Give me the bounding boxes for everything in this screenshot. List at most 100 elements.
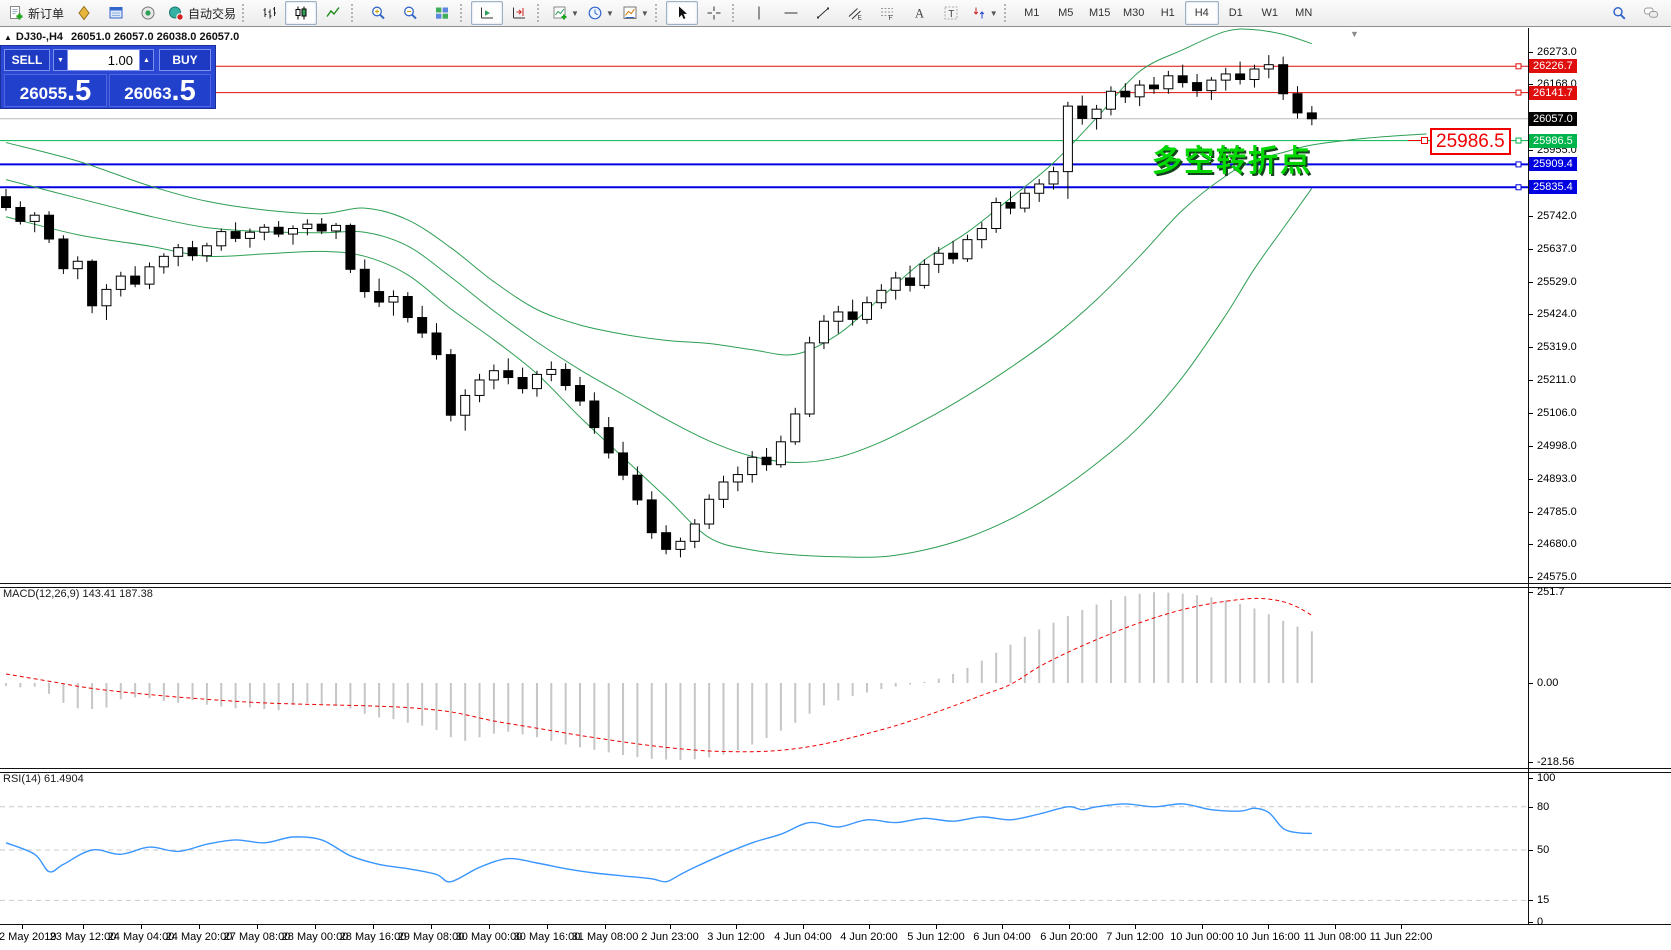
horizontal-line-button[interactable]: [775, 1, 807, 25]
templates-button[interactable]: ▼: [618, 1, 653, 25]
time-tick-label: 29 May 08:00: [397, 931, 465, 943]
turning-point-annotation[interactable]: 多空转折点: [1152, 145, 1312, 178]
autoscroll-icon: [479, 5, 495, 21]
arrows-button[interactable]: ▼: [967, 1, 1002, 25]
buy-price-main: 26063: [124, 84, 172, 103]
timeframe-h1-button[interactable]: H1: [1160, 7, 1175, 19]
buy-price[interactable]: 26063.5: [109, 74, 211, 107]
pane-divider[interactable]: [0, 768, 1671, 773]
auto-scroll-button[interactable]: [471, 1, 504, 25]
market-watch-button[interactable]: [68, 1, 100, 25]
chevron-down-icon[interactable]: ▼: [605, 8, 614, 18]
cursor-button[interactable]: [665, 1, 698, 25]
price-tick-label: 25742.0: [1537, 210, 1577, 223]
pane-divider[interactable]: [0, 583, 1671, 588]
vertical-line-button[interactable]: [743, 1, 775, 25]
timeframe-m30-button[interactable]: M30: [1123, 7, 1145, 19]
rsi-tick-label: 100: [1537, 772, 1556, 784]
navigator-button[interactable]: [132, 1, 164, 25]
auto-trading-label: 自动交易: [188, 6, 237, 21]
time-tick-label: 24 May 04:00: [107, 931, 175, 943]
time-tick-label: 4 Jun 04:00: [774, 931, 832, 943]
sell-price-main: 26055: [19, 84, 68, 103]
bar-chart-button[interactable]: [253, 1, 285, 25]
zoom-out-button[interactable]: [394, 1, 426, 25]
time-tick-label: 6 Jun 20:00: [1040, 931, 1098, 943]
rsi-tick-label: 80: [1537, 800, 1550, 813]
data-window-button[interactable]: [100, 1, 132, 25]
equidistant-channel-button[interactable]: E: [839, 1, 871, 25]
buy-button[interactable]: BUY: [159, 49, 211, 71]
sell-button[interactable]: SELL: [4, 49, 50, 71]
time-tick: [22, 925, 23, 929]
zoom-in-button[interactable]: [362, 1, 394, 25]
zoom-in-icon: [370, 5, 386, 21]
price-tick: [1528, 281, 1533, 283]
timeframe-h4-button[interactable]: H4: [1184, 1, 1219, 25]
fibonacci-button[interactable]: F: [871, 1, 903, 25]
chart-shift-marker-icon[interactable]: ▼: [1350, 29, 1359, 39]
chevron-down-icon[interactable]: ▼: [989, 8, 998, 18]
price-tick: [1528, 216, 1533, 218]
volume-input[interactable]: [68, 49, 139, 71]
collapse-arrow-icon[interactable]: ▲: [4, 32, 12, 42]
toolbar-separator: [351, 4, 360, 22]
timeframe-m5-button[interactable]: M5: [1058, 7, 1074, 19]
crosshair-icon: [706, 5, 722, 21]
chevron-down-icon[interactable]: ▼: [640, 8, 649, 18]
timeframe-m1-button[interactable]: M1: [1024, 7, 1040, 19]
timeframe-m15-button[interactable]: M15: [1089, 7, 1111, 19]
time-axis-border: [0, 924, 1671, 925]
price-badge: 25835.4: [1529, 180, 1577, 195]
timeframe-w1-button[interactable]: W1: [1261, 7, 1278, 19]
chat-icon: [1643, 5, 1659, 21]
chart-shift-button[interactable]: [503, 1, 535, 25]
rsi-pane-canvas[interactable]: [0, 771, 1528, 924]
chevron-down-icon[interactable]: ▼: [571, 8, 579, 18]
price-badge: 26226.7: [1529, 59, 1577, 74]
bars-icon: [261, 5, 277, 21]
timeframe-mn-button[interactable]: MN: [1295, 7, 1313, 19]
main-chart-canvas[interactable]: [0, 28, 1528, 583]
periods-button[interactable]: ▼: [583, 1, 618, 25]
buy-price-pips: .5: [171, 75, 196, 107]
macd-tick-label: 251.7: [1537, 586, 1565, 598]
crosshair-button[interactable]: [698, 1, 730, 25]
price-tick: [1528, 84, 1533, 86]
tile-windows-button[interactable]: [426, 1, 458, 25]
search-button[interactable]: [1603, 1, 1635, 25]
time-tick-label: 6 Jun 04:00: [973, 931, 1031, 943]
time-tick: [431, 925, 432, 929]
text-label-button[interactable]: T: [935, 1, 967, 25]
new-order-button[interactable]: 新订单: [4, 1, 68, 25]
volume-increase-button[interactable]: ▲: [139, 49, 154, 71]
time-tick: [670, 925, 671, 929]
sell-price[interactable]: 26055.5: [4, 74, 107, 107]
cursor-icon: [674, 5, 690, 21]
time-tick: [1135, 925, 1136, 929]
fibo-icon: F: [879, 5, 895, 21]
text-button[interactable]: A: [903, 1, 935, 25]
price-tick: [1528, 52, 1533, 53]
chat-button[interactable]: [1635, 1, 1667, 25]
timeframe-d1-button[interactable]: D1: [1228, 7, 1243, 19]
time-tick-label: 30 May 00:00: [455, 931, 523, 943]
price-level-annotation[interactable]: 25986.5: [1430, 128, 1511, 155]
line-chart-button[interactable]: [317, 1, 349, 25]
trendline-button[interactable]: [807, 1, 839, 25]
time-tick-label: 30 May 16:00: [513, 931, 581, 943]
toolbar-separator: [460, 4, 469, 22]
candlestick-chart-button[interactable]: [285, 1, 318, 25]
auto-trading-button[interactable]: 自动交易: [164, 1, 240, 25]
time-tick: [141, 925, 142, 929]
template-icon: [622, 5, 638, 21]
indicators-button[interactable]: ▼: [548, 1, 583, 25]
rsi-tick-label: 0: [1537, 916, 1544, 928]
price-tick-label: 25211.0: [1537, 374, 1576, 387]
time-axis[interactable]: 2 May 2019 23 May 12:00 24 May 04:00 24 May…: [0, 925, 1671, 950]
time-tick: [1335, 925, 1336, 929]
time-tick-label: 11 Jun 08:00: [1303, 931, 1367, 943]
macd-pane-canvas[interactable]: [0, 586, 1528, 768]
time-tick-label: 27 May 08:00: [223, 931, 291, 943]
volume-decrease-button[interactable]: ▼: [53, 49, 68, 71]
